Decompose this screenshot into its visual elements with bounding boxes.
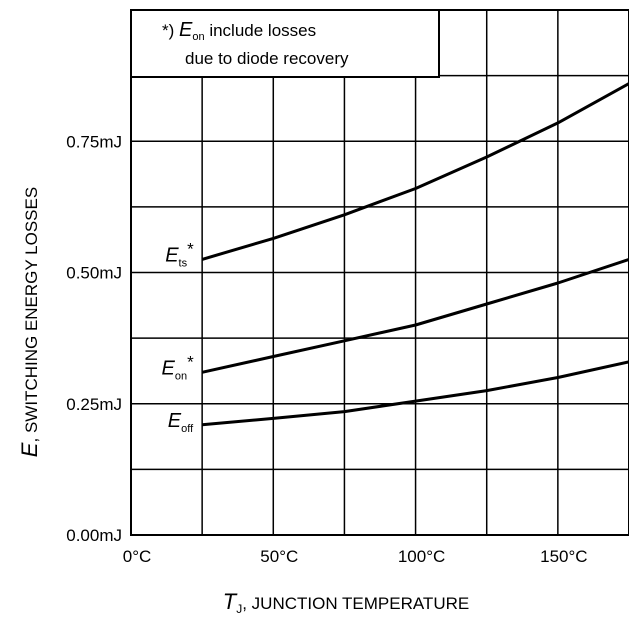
series-labels: Ets*Eon*Eoff — [162, 239, 195, 434]
series-label-sub: ts — [179, 257, 188, 269]
series-label-sub: off — [181, 423, 194, 435]
note-prefix: *) — [162, 21, 179, 40]
note-line-1: *) Eon include losses — [162, 19, 316, 43]
series-label-var: E — [165, 244, 179, 266]
x-axis-text: , JUNCTION TEMPERATURE — [242, 594, 469, 613]
note-frame — [130, 9, 440, 78]
series-label-var: E — [168, 410, 182, 432]
note-text-1: include losses — [205, 21, 317, 40]
y-axis-title: E, SWITCHING ENERGY LOSSES — [17, 187, 42, 457]
series-label-e-on: Eon* — [162, 352, 195, 382]
grid — [131, 10, 629, 535]
y-axis-var: E — [17, 442, 42, 457]
x-tick-label: 150°C — [540, 547, 587, 566]
series-label-suffix: * — [187, 239, 194, 258]
series-line-e-on — [201, 257, 629, 374]
series-label-var: E — [162, 357, 176, 379]
series-label-e-ts: Ets* — [165, 239, 194, 269]
x-tick-label: 100°C — [398, 547, 445, 566]
y-tick-label: 0.00mJ — [66, 526, 122, 545]
y-axis-text: , SWITCHING ENERGY LOSSES — [22, 187, 41, 443]
y-tick-labels: 0.00mJ 0.25mJ 0.50mJ 0.75mJ — [66, 132, 122, 545]
series-line-e-ts — [201, 82, 629, 261]
x-axis-title: TJ, JUNCTION TEMPERATURE — [223, 589, 469, 616]
note-sub: on — [192, 31, 204, 43]
x-axis-var: T — [223, 589, 238, 614]
series-label-e-off: Eoff — [168, 410, 194, 435]
x-tick-label: 50°C — [260, 547, 298, 566]
series-lines — [201, 82, 629, 427]
y-tick-label: 0.75mJ — [66, 132, 122, 151]
x-axis-sub: J — [236, 602, 242, 616]
series-line-e-off — [201, 360, 629, 427]
y-tick-label: 0.25mJ — [66, 395, 122, 414]
series-label-sub: on — [175, 370, 187, 382]
y-tick-label: 0.50mJ — [66, 264, 122, 283]
x-tick-labels: 0°C 50°C 100°C 150°C — [123, 547, 588, 566]
note-line-2: due to diode recovery — [185, 49, 349, 68]
series-label-suffix: * — [187, 352, 194, 371]
x-tick-label: 0°C — [123, 547, 152, 566]
note-var: E — [179, 19, 193, 41]
note-box: *) Eon include losses due to diode recov… — [130, 9, 440, 78]
